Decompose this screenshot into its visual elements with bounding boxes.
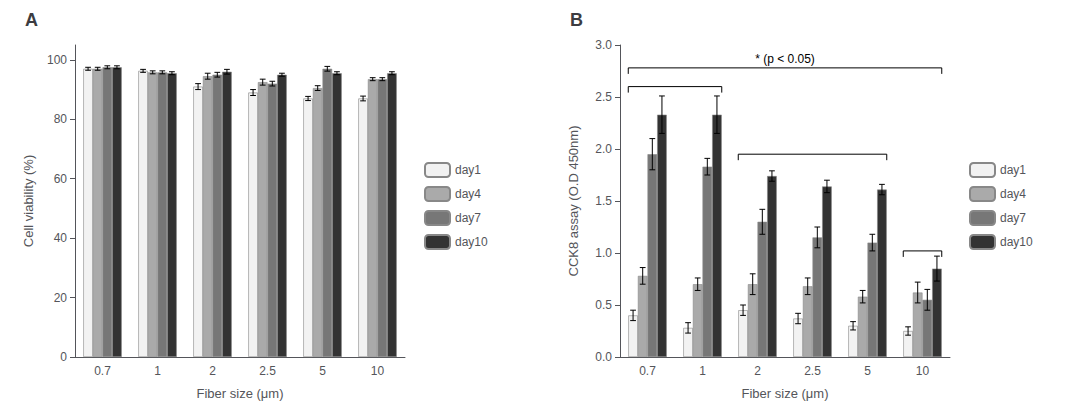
- svg-text:0.7: 0.7: [94, 364, 111, 378]
- svg-text:* (p < 0.05): * (p < 0.05): [755, 52, 815, 66]
- svg-text:80: 80: [54, 112, 68, 126]
- svg-text:3.0: 3.0: [595, 38, 612, 52]
- svg-text:100: 100: [47, 53, 67, 67]
- svg-text:2.5: 2.5: [259, 364, 276, 378]
- svg-text:1: 1: [154, 364, 161, 378]
- svg-text:40: 40: [54, 231, 68, 245]
- svg-text:5: 5: [864, 364, 871, 378]
- svg-text:0.0: 0.0: [595, 350, 612, 364]
- svg-text:0: 0: [60, 350, 67, 364]
- svg-text:day10: day10: [455, 235, 488, 249]
- svg-text:5: 5: [319, 364, 326, 378]
- svg-text:day7: day7: [455, 211, 481, 225]
- svg-text:1: 1: [699, 364, 706, 378]
- svg-text:A: A: [25, 10, 38, 30]
- svg-text:1.0: 1.0: [595, 246, 612, 260]
- svg-text:2.5: 2.5: [804, 364, 821, 378]
- svg-text:0.7: 0.7: [639, 364, 656, 378]
- svg-text:Fiber size (μm): Fiber size (μm): [197, 386, 284, 401]
- svg-text:10: 10: [371, 364, 385, 378]
- svg-text:day10: day10: [1000, 235, 1033, 249]
- svg-text:day4: day4: [455, 187, 481, 201]
- svg-text:20: 20: [54, 291, 68, 305]
- svg-text:2: 2: [754, 364, 761, 378]
- svg-text:day7: day7: [1000, 211, 1026, 225]
- svg-text:B: B: [570, 10, 583, 30]
- svg-text:10: 10: [916, 364, 930, 378]
- svg-text:Cell viability (%): Cell viability (%): [21, 155, 36, 247]
- svg-text:2: 2: [209, 364, 216, 378]
- svg-text:2.5: 2.5: [595, 90, 612, 104]
- svg-text:2.0: 2.0: [595, 142, 612, 156]
- svg-text:day1: day1: [455, 163, 481, 177]
- svg-text:60: 60: [54, 172, 68, 186]
- svg-text:day4: day4: [1000, 187, 1026, 201]
- svg-text:Fiber size (μm): Fiber size (μm): [742, 386, 829, 401]
- svg-text:day1: day1: [1000, 163, 1026, 177]
- svg-text:1.5: 1.5: [595, 194, 612, 208]
- svg-text:0.5: 0.5: [595, 298, 612, 312]
- svg-text:CCK8 assay (O.D 450nm): CCK8 assay (O.D 450nm): [566, 126, 581, 277]
